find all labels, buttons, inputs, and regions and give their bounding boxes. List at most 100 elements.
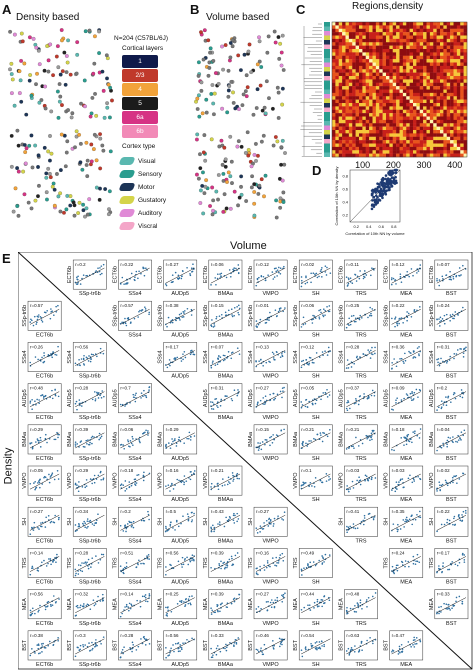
matrix-point (326, 396, 329, 398)
matrix-point (75, 572, 77, 575)
heatmap-cell (342, 96, 346, 100)
matrix-point (167, 316, 170, 319)
heatmap-cell (423, 45, 427, 50)
region-colorbar-cell (324, 67, 330, 72)
heatmap-tick-label: 300 (417, 160, 432, 168)
heatmap-cell (453, 82, 458, 87)
matrix-point (417, 396, 419, 398)
panel-label-e: E (2, 251, 11, 266)
network-node (108, 115, 112, 120)
heatmap-cell (413, 146, 417, 151)
matrix-point (345, 326, 348, 329)
matrix-point (405, 443, 408, 446)
heatmap-cell (429, 99, 434, 104)
heatmap-cell (413, 116, 417, 121)
matrix-point (323, 602, 325, 605)
heatmap-cell (335, 25, 339, 29)
heatmap-cell (365, 65, 370, 70)
matrix-point (366, 479, 369, 481)
heatmap-cell (392, 136, 397, 141)
heatmap-cell (379, 123, 383, 127)
matrix-point (76, 408, 78, 411)
matrix-point (169, 364, 171, 367)
heatmap-cell (399, 22, 404, 26)
matrix-point (416, 347, 419, 349)
heatmap-cell (335, 32, 339, 36)
matrix-point (126, 523, 129, 525)
network-node (226, 88, 231, 93)
heatmap-cell (460, 146, 464, 151)
scatter-d-point (386, 185, 390, 188)
heatmap-cell (402, 96, 407, 100)
matrix-point (459, 519, 462, 521)
matrix-point (165, 525, 167, 528)
matrix-point (189, 560, 192, 563)
matrix-point (89, 649, 92, 652)
matrix-point (363, 517, 366, 519)
matrix-point (282, 595, 284, 598)
matrix-point (256, 277, 259, 280)
matrix-point (371, 389, 374, 392)
heatmap-cell (456, 150, 461, 154)
heatmap-cell (426, 106, 431, 110)
scatter-d-ylabel: Correlation of 10th NN by density (334, 167, 339, 226)
matrix-point (360, 317, 363, 319)
heatmap-cell (446, 76, 451, 80)
heatmap-cell (389, 69, 393, 73)
heatmap-cell (402, 86, 407, 90)
heatmap-cell (409, 62, 414, 67)
heatmap-cell (369, 25, 373, 29)
matrix-point (326, 388, 328, 391)
matrix-point (175, 442, 178, 445)
heatmap-cell (355, 119, 360, 124)
matrix-point (58, 516, 60, 519)
matrix-point (300, 326, 303, 328)
matrix-point (269, 519, 272, 521)
matrix-point (165, 485, 167, 487)
matrix-point (231, 557, 233, 560)
heatmap-cell (463, 22, 468, 26)
heatmap-cell (429, 103, 434, 107)
matrix-point (270, 599, 273, 601)
heatmap-cell (365, 126, 370, 131)
matrix-point (136, 599, 138, 602)
heatmap-cell (386, 82, 390, 87)
heatmap-cell (433, 79, 437, 83)
matrix-point (405, 516, 408, 519)
matrix-point (255, 360, 257, 362)
heatmap-cell (453, 28, 458, 33)
heatmap-cell (423, 143, 427, 148)
heatmap-cell (402, 140, 407, 144)
heatmap-cell (440, 133, 444, 137)
matrix-point (283, 511, 286, 513)
matrix-point (40, 439, 42, 442)
heatmap-cell (375, 130, 380, 134)
matrix-y-label: SH (384, 518, 390, 526)
heatmap-cell (386, 106, 390, 110)
matrix-x-label: BMAa (218, 415, 234, 421)
heatmap-cell (426, 140, 431, 144)
heatmap-cell (406, 52, 410, 56)
heatmap-cell (429, 133, 434, 137)
heatmap-cell (460, 69, 464, 73)
heatmap-cell (348, 140, 353, 144)
matrix-point (418, 353, 420, 355)
matrix-point (93, 391, 96, 393)
heatmap-cell (372, 126, 377, 131)
heatmap-cell (345, 116, 350, 121)
heatmap-cell (389, 136, 393, 141)
heatmap-cell (335, 38, 339, 43)
matrix-point (282, 596, 285, 599)
heatmap-cell (433, 103, 437, 107)
matrix-point (40, 394, 42, 397)
scatter-d-point (390, 173, 393, 177)
heatmap-cell (433, 96, 437, 100)
heatmap-cell (355, 106, 360, 110)
matrix-point (216, 277, 219, 280)
heatmap-cell (355, 69, 360, 73)
matrix-point (400, 478, 402, 481)
heatmap-cell (402, 79, 407, 83)
heatmap-cell (362, 143, 366, 148)
matrix-point (406, 519, 409, 521)
